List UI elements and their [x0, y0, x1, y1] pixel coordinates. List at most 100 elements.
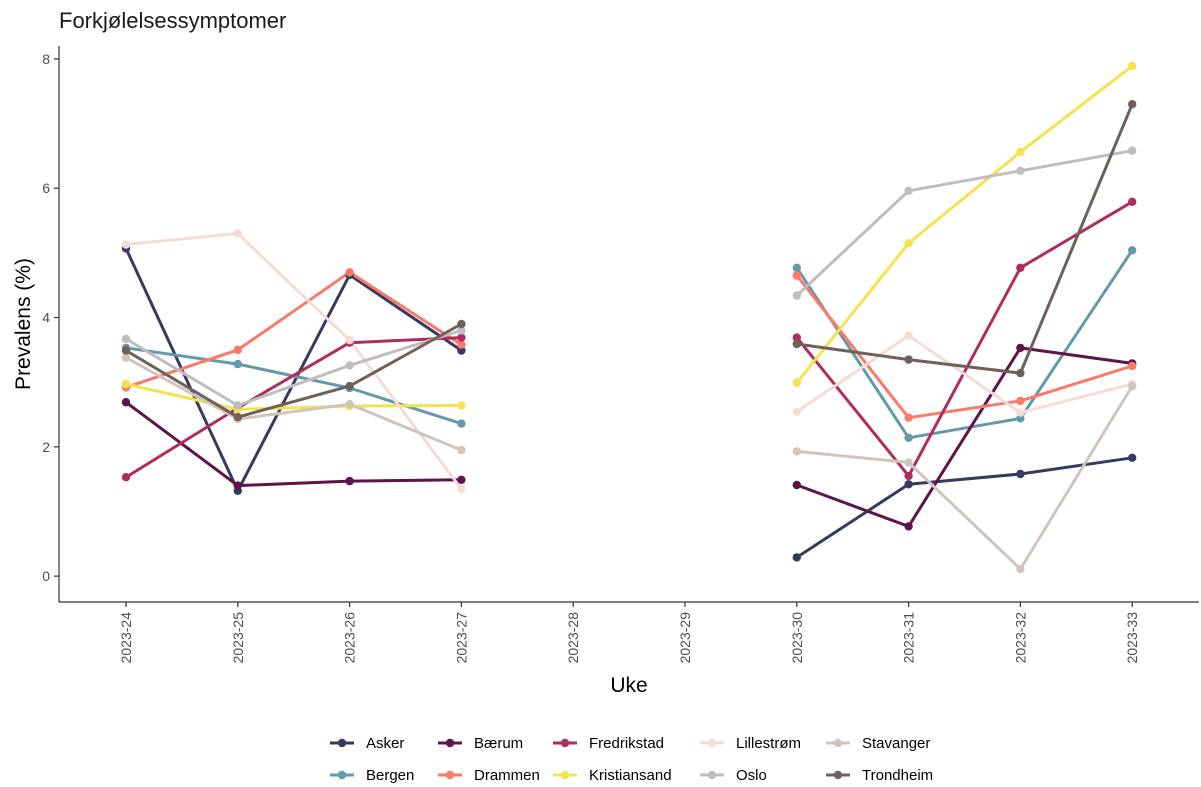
x-tick-label: 2023-30: [789, 612, 805, 664]
legend-key-point: [445, 770, 455, 780]
data-point: [1016, 343, 1025, 353]
series-line-oslo: [125, 329, 462, 407]
data-point: [121, 353, 131, 362]
data-point: [233, 345, 242, 355]
data-point: [345, 361, 354, 370]
data-point: [904, 458, 913, 467]
legend-key-point: [445, 738, 455, 748]
legend-key-point: [707, 770, 717, 780]
data-point: [233, 359, 242, 369]
series-line-trondheim: [796, 103, 1134, 375]
data-point: [792, 378, 801, 387]
legend-label: Fredrikstad: [589, 735, 664, 752]
data-point: [792, 339, 801, 349]
data-point: [345, 268, 354, 277]
data-point: [792, 291, 801, 300]
data-point: [792, 447, 801, 456]
data-point: [457, 326, 466, 335]
data-point: [904, 480, 913, 489]
series-line-trondheim: [125, 322, 463, 419]
data-point: [1128, 246, 1137, 255]
data-point: [904, 433, 913, 442]
legend-label: Bærum: [474, 735, 523, 752]
legend-item: Bergen: [330, 767, 414, 784]
data-point: [457, 484, 466, 494]
data-point: [1016, 263, 1025, 272]
data-point: [1016, 396, 1025, 406]
x-tick-label: 2023-32: [1012, 612, 1028, 664]
x-ticks: 2023-24 2023-25 2023-26 2023-27 2023-28 2023-…: [118, 602, 1140, 663]
legend-label: Stavanger: [862, 735, 930, 752]
x-tick-label: 2023-27: [453, 612, 469, 664]
data-point: [792, 333, 801, 342]
legend-item: Lillestrøm: [700, 735, 801, 752]
series-line-bærum: [796, 346, 1133, 528]
legend-key-point: [707, 738, 717, 748]
series-line-drammen: [125, 270, 463, 389]
data-point: [457, 346, 466, 355]
data-point: [1128, 146, 1137, 155]
legend-item: Oslo: [700, 767, 767, 784]
x-tick-label: 2023-28: [565, 612, 581, 664]
legend-item: Asker: [330, 735, 404, 752]
series-line-kristiansand: [795, 64, 1134, 384]
data-point: [792, 480, 801, 490]
data-point: [457, 445, 466, 455]
data-point: [457, 475, 466, 484]
data-point: [792, 263, 801, 272]
series-line-lillestrøm: [795, 334, 1133, 415]
data-point: [233, 481, 242, 490]
data-point: [457, 401, 466, 410]
legend-key-point: [337, 738, 347, 748]
y-ticks: 0 2 4 6 8: [42, 51, 59, 584]
x-tick-label: 2023-25: [230, 612, 246, 664]
series-line-bærum: [125, 400, 462, 488]
series-line-lillestrøm: [125, 232, 463, 490]
data-point: [904, 186, 913, 195]
data-point: [1128, 197, 1137, 206]
chart-title: Forkjølelsessymptomer: [59, 8, 286, 33]
y-tick-label: 6: [42, 180, 50, 196]
legend-key-point: [833, 770, 843, 780]
series-line-kristiansand: [125, 382, 462, 411]
series-line-stavanger: [125, 356, 462, 452]
data-point: [1016, 414, 1025, 423]
data-point: [233, 412, 242, 422]
data-point: [121, 398, 131, 407]
data-point: [1016, 564, 1025, 574]
data-point: [121, 379, 131, 389]
data-point: [345, 476, 354, 486]
y-tick-label: 2: [42, 439, 50, 455]
data-point: [457, 319, 466, 329]
series-points: [121, 61, 1137, 574]
y-tick-label: 8: [42, 51, 50, 67]
series-line-drammen: [795, 274, 1133, 420]
y-tick-label: 4: [42, 310, 50, 326]
data-point: [345, 336, 354, 345]
data-point: [792, 407, 801, 417]
data-point: [904, 331, 913, 340]
legend-key-point: [337, 770, 347, 780]
series-line-fredrikstad: [125, 336, 462, 479]
legend-item: Fredrikstad: [553, 735, 664, 752]
data-point: [1128, 61, 1137, 71]
data-point: [121, 346, 131, 355]
data-point: [792, 271, 801, 280]
data-point: [904, 522, 913, 531]
data-point: [792, 553, 801, 562]
x-tick-label: 2023-33: [1124, 612, 1140, 664]
legend-label: Drammen: [474, 767, 540, 784]
data-point: [904, 471, 913, 481]
legend-item: Stavanger: [826, 735, 930, 752]
data-point: [457, 340, 466, 349]
data-point: [1128, 453, 1137, 462]
data-point: [345, 400, 354, 409]
legend-item: Drammen: [438, 767, 540, 784]
x-tick-label: 2023-31: [901, 612, 917, 664]
series-line-oslo: [795, 149, 1133, 297]
legend-key-point: [560, 770, 570, 780]
legend-item: Trondheim: [826, 767, 933, 784]
data-point: [1016, 408, 1025, 417]
legend-label: Kristiansand: [589, 767, 672, 784]
